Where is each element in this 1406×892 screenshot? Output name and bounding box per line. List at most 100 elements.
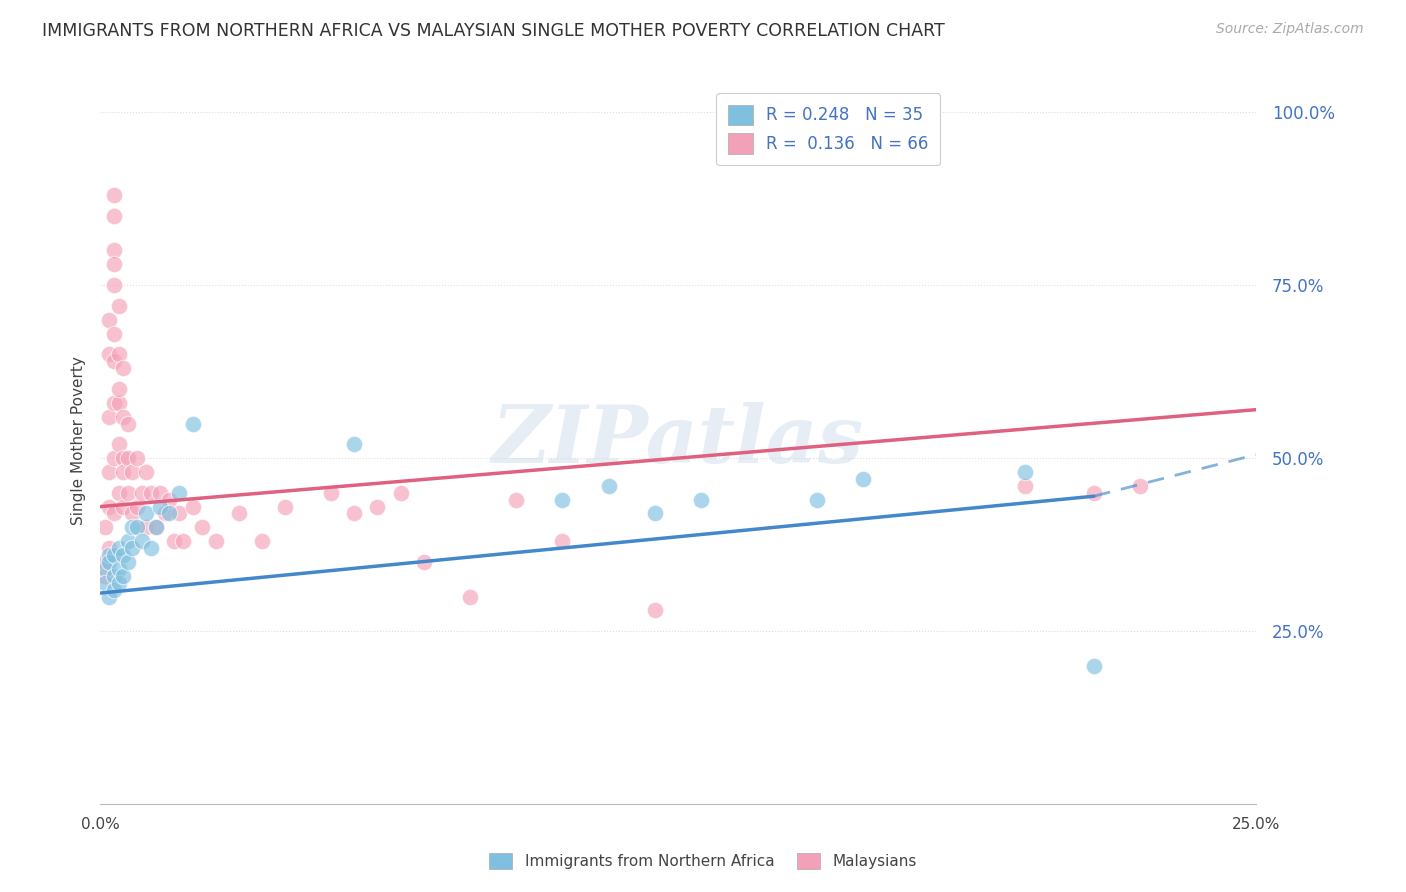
Point bbox=[135, 465, 157, 479]
Point bbox=[117, 555, 139, 569]
Point bbox=[458, 590, 481, 604]
Point bbox=[107, 347, 129, 361]
Point bbox=[98, 548, 121, 562]
Point bbox=[412, 555, 434, 569]
Text: ZIPatlas: ZIPatlas bbox=[492, 402, 865, 480]
Point bbox=[103, 451, 125, 466]
Point bbox=[598, 479, 620, 493]
Point bbox=[131, 534, 153, 549]
Point bbox=[127, 520, 149, 534]
Point bbox=[103, 326, 125, 341]
Point bbox=[366, 500, 388, 514]
Point bbox=[112, 451, 135, 466]
Point bbox=[103, 582, 125, 597]
Point bbox=[121, 465, 143, 479]
Point bbox=[94, 569, 117, 583]
Point bbox=[103, 209, 125, 223]
Point bbox=[343, 507, 366, 521]
Point bbox=[94, 575, 117, 590]
Point bbox=[98, 500, 121, 514]
Point bbox=[107, 541, 129, 555]
Point bbox=[343, 437, 366, 451]
Point bbox=[103, 354, 125, 368]
Point bbox=[117, 451, 139, 466]
Point bbox=[389, 485, 412, 500]
Point bbox=[103, 396, 125, 410]
Point bbox=[145, 520, 167, 534]
Point bbox=[107, 382, 129, 396]
Point bbox=[103, 548, 125, 562]
Point bbox=[98, 347, 121, 361]
Point bbox=[98, 541, 121, 555]
Point bbox=[690, 492, 713, 507]
Point bbox=[103, 278, 125, 293]
Point bbox=[117, 534, 139, 549]
Point bbox=[112, 409, 135, 424]
Point bbox=[131, 485, 153, 500]
Point bbox=[167, 507, 190, 521]
Point bbox=[321, 485, 343, 500]
Point bbox=[250, 534, 273, 549]
Point bbox=[505, 492, 527, 507]
Point bbox=[1083, 485, 1105, 500]
Point bbox=[806, 492, 828, 507]
Point bbox=[191, 520, 214, 534]
Point bbox=[644, 507, 666, 521]
Point bbox=[98, 409, 121, 424]
Point bbox=[117, 417, 139, 431]
Point bbox=[167, 485, 190, 500]
Point bbox=[1014, 465, 1036, 479]
Point bbox=[121, 507, 143, 521]
Point bbox=[551, 534, 574, 549]
Point bbox=[181, 500, 204, 514]
Point bbox=[107, 485, 129, 500]
Point bbox=[107, 437, 129, 451]
Point bbox=[1014, 479, 1036, 493]
Point bbox=[117, 485, 139, 500]
Point bbox=[121, 520, 143, 534]
Point bbox=[149, 500, 172, 514]
Point bbox=[103, 257, 125, 271]
Point bbox=[98, 312, 121, 326]
Point bbox=[103, 244, 125, 258]
Point bbox=[135, 507, 157, 521]
Point bbox=[103, 188, 125, 202]
Point bbox=[551, 492, 574, 507]
Point bbox=[107, 299, 129, 313]
Point bbox=[127, 500, 149, 514]
Point bbox=[644, 603, 666, 617]
Point bbox=[98, 465, 121, 479]
Text: IMMIGRANTS FROM NORTHERN AFRICA VS MALAYSIAN SINGLE MOTHER POVERTY CORRELATION C: IMMIGRANTS FROM NORTHERN AFRICA VS MALAY… bbox=[42, 22, 945, 40]
Point bbox=[1083, 658, 1105, 673]
Point bbox=[135, 520, 157, 534]
Point bbox=[112, 548, 135, 562]
Point bbox=[121, 541, 143, 555]
Point bbox=[852, 472, 875, 486]
Point bbox=[204, 534, 226, 549]
Point bbox=[107, 562, 129, 576]
Point bbox=[94, 520, 117, 534]
Point bbox=[228, 507, 250, 521]
Text: Source: ZipAtlas.com: Source: ZipAtlas.com bbox=[1216, 22, 1364, 37]
Point bbox=[145, 520, 167, 534]
Point bbox=[98, 555, 121, 569]
Point bbox=[1129, 479, 1152, 493]
Point bbox=[274, 500, 297, 514]
Y-axis label: Single Mother Poverty: Single Mother Poverty bbox=[72, 357, 86, 525]
Point bbox=[103, 507, 125, 521]
Legend: Immigrants from Northern Africa, Malaysians: Immigrants from Northern Africa, Malaysi… bbox=[484, 847, 922, 875]
Point bbox=[172, 534, 194, 549]
Point bbox=[139, 485, 162, 500]
Point bbox=[127, 451, 149, 466]
Legend: R = 0.248   N = 35, R =  0.136   N = 66: R = 0.248 N = 35, R = 0.136 N = 66 bbox=[716, 93, 941, 165]
Point bbox=[159, 507, 181, 521]
Point bbox=[98, 590, 121, 604]
Point bbox=[181, 417, 204, 431]
Point bbox=[159, 492, 181, 507]
Point bbox=[163, 534, 186, 549]
Point bbox=[94, 562, 117, 576]
Point bbox=[107, 396, 129, 410]
Point bbox=[112, 465, 135, 479]
Point bbox=[149, 485, 172, 500]
Point bbox=[112, 569, 135, 583]
